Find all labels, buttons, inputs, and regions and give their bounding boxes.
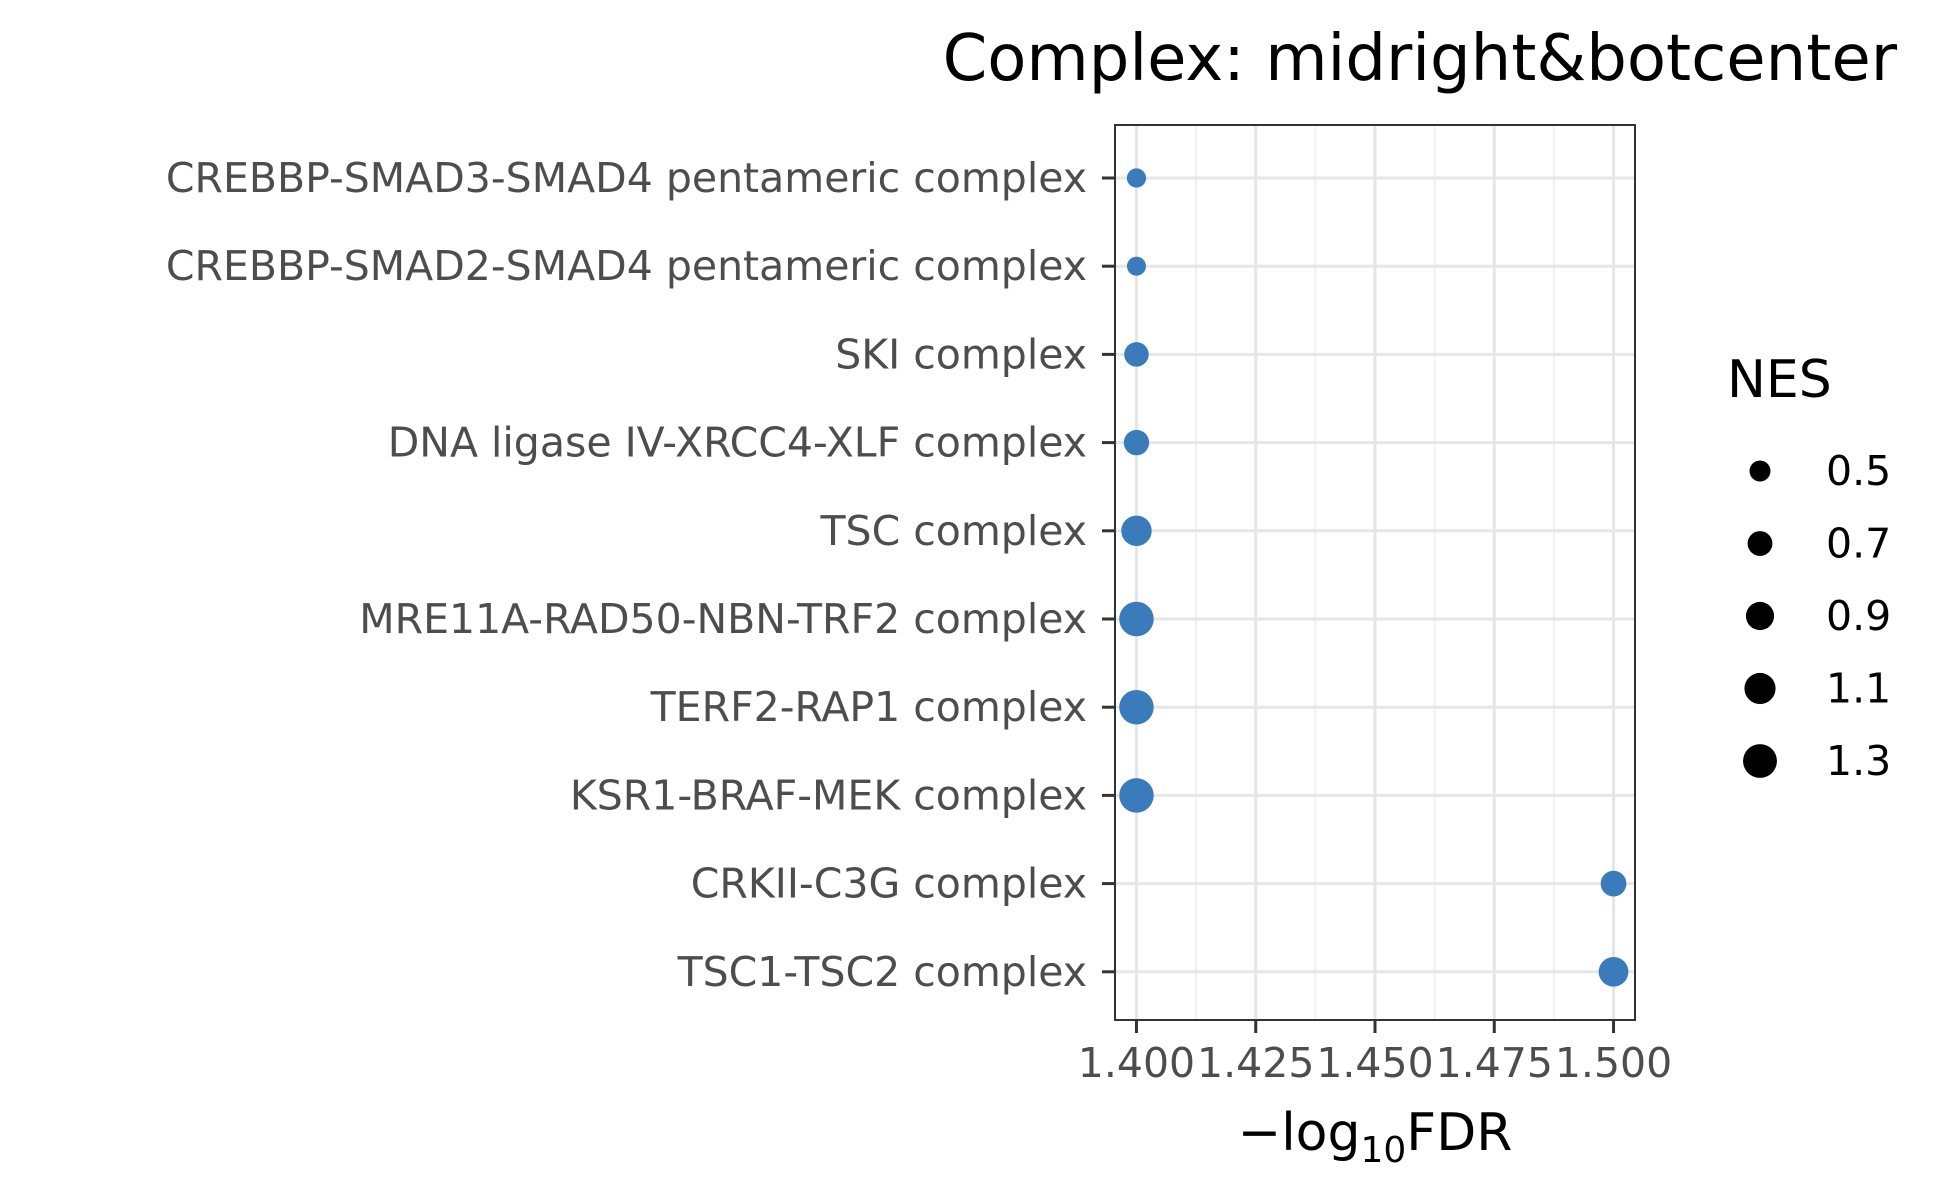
data-points (1119, 168, 1629, 987)
size-legend: NES 0.5 0.7 0.9 1.1 1.3 (1727, 350, 1891, 785)
chart-title: Complex: midright&botcenter (943, 22, 1898, 96)
y-tick-label: TSC1-TSC2 complex (677, 948, 1087, 996)
x-axis-title: −log10FDR (1238, 1103, 1513, 1171)
legend-key (1743, 744, 1777, 778)
y-tick-label: DNA ligase IV-XRCC4-XLF complex (388, 419, 1087, 467)
x-tick-label: 1.425 (1197, 1039, 1314, 1087)
data-point (1119, 778, 1154, 813)
data-point (1598, 956, 1629, 987)
legend-label: 1.3 (1826, 737, 1891, 785)
data-point (1124, 342, 1149, 367)
x-axis-title-suffix: FDR (1406, 1103, 1512, 1163)
grid-lines (1115, 125, 1635, 1020)
data-point (1123, 429, 1150, 456)
legend-label: 0.5 (1826, 447, 1891, 495)
data-point (1119, 689, 1154, 725)
legend-label: 0.9 (1826, 592, 1891, 640)
x-tick-label: 1.475 (1436, 1039, 1553, 1087)
y-tick-label: MRE11A-RAD50-NBN-TRF2 complex (359, 595, 1087, 643)
legend-key (1745, 601, 1775, 631)
y-tick-label: SKI complex (835, 330, 1087, 378)
x-axis-title-prefix: −log (1238, 1103, 1361, 1163)
legend-key (1749, 460, 1771, 482)
x-axis: 1.400 1.425 1.450 1.475 1.500 (1078, 1020, 1672, 1087)
x-tick-label: 1.450 (1316, 1039, 1433, 1087)
y-axis: CREBBP-SMAD3-SMAD4 pentameric complex CRE… (166, 154, 1115, 996)
y-tick-label: CREBBP-SMAD2-SMAD4 pentameric complex (166, 242, 1087, 290)
y-tick-label: CRKII-C3G complex (691, 860, 1087, 908)
legend-key (1744, 672, 1776, 705)
legend-key (1747, 531, 1773, 556)
y-tick-label: TERF2-RAP1 complex (650, 683, 1087, 731)
data-point (1126, 256, 1146, 276)
y-tick-label: CREBBP-SMAD3-SMAD4 pentameric complex (166, 154, 1087, 202)
data-point (1119, 601, 1154, 637)
legend-label: 1.1 (1826, 665, 1891, 713)
legend-title: NES (1727, 350, 1832, 410)
x-tick-label: 1.400 (1078, 1039, 1195, 1087)
x-axis-title-subscript: 10 (1360, 1130, 1406, 1171)
data-point (1600, 870, 1627, 897)
y-tick-label: TSC complex (820, 507, 1087, 555)
data-point (1121, 515, 1152, 547)
data-point (1126, 168, 1147, 188)
y-tick-label: KSR1-BRAF-MEK complex (570, 771, 1087, 819)
x-tick-label: 1.500 (1555, 1039, 1672, 1087)
legend-label: 0.7 (1826, 520, 1891, 568)
